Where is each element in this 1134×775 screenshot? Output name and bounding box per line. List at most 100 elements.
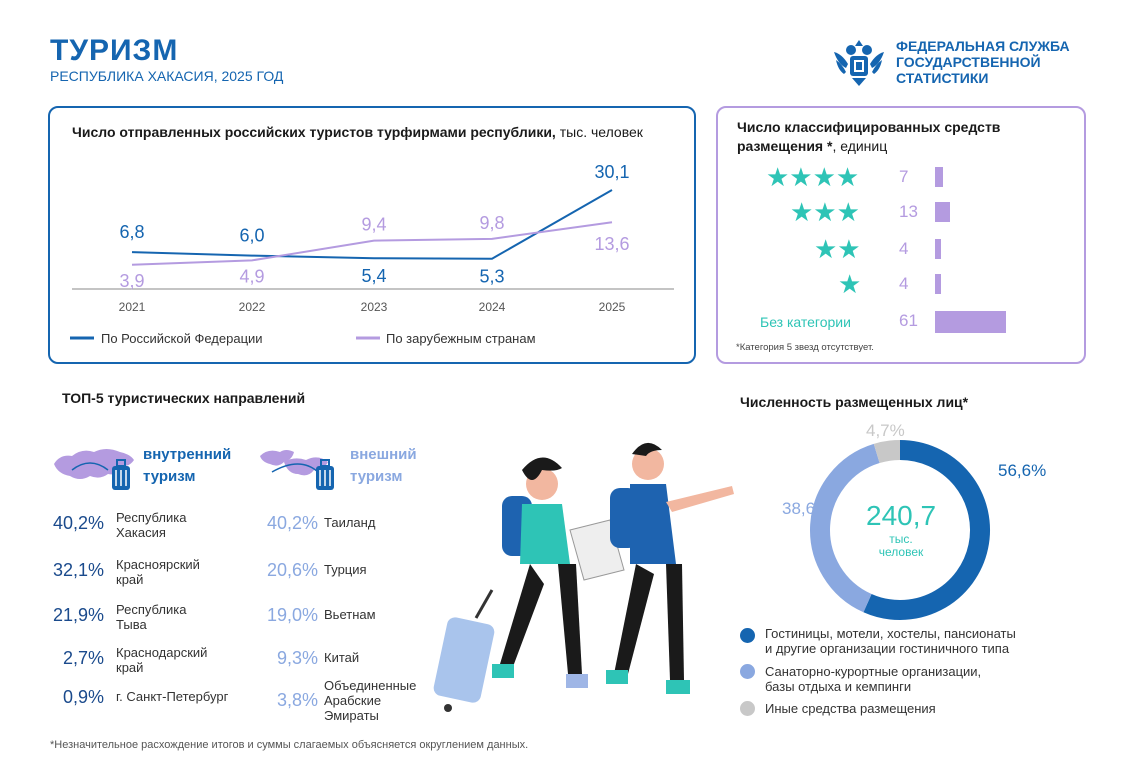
foreign-label-line-2: туризм [350, 468, 403, 485]
foreign-tourism-label: внешний туризм [350, 444, 417, 488]
domestic-destination-pct-2: 21,9% [52, 605, 104, 625]
accommodation-value-4: 61 [899, 311, 918, 330]
top5-title: ТОП-5 туристических направлений [62, 390, 306, 406]
legend-hotels-swatch [740, 628, 755, 643]
foreign-destination-name-4-line-0: Объединенные [324, 678, 417, 693]
domestic-destination-pct-1: 32,1% [52, 560, 104, 580]
data-label-domestic-2024: 5,3 [479, 267, 504, 287]
legend-other-swatch [740, 701, 755, 716]
domestic-destination-name-4-line-0: г. Санкт-Петербург [116, 689, 229, 704]
x-tick-2023: 2023 [361, 300, 388, 314]
page-subtitle: РЕСПУБЛИКА ХАКАСИЯ, 2025 ГОД [50, 68, 284, 84]
data-label-foreign-2022: 4,9 [239, 266, 264, 286]
x-tick-2024: 2024 [479, 300, 506, 314]
x-tick-2022: 2022 [239, 300, 266, 314]
x-tick-2021: 2021 [119, 300, 146, 314]
star-rating-3: ★★★ [790, 197, 860, 227]
domestic-tourism-label: внутренний туризм [143, 444, 231, 488]
eagle-emblem-icon [834, 40, 884, 86]
data-label-domestic-2021: 6,8 [119, 222, 144, 242]
data-label-foreign-2023: 9,4 [361, 215, 386, 235]
placed-persons-donut: 56,6% 38,6% 4,7% [782, 421, 1046, 620]
accommodation-value-0: 7 [899, 167, 909, 186]
accommodation-title-line-1: Число классифицированных средств [737, 119, 1001, 135]
data-label-foreign-2024: 9,8 [479, 213, 504, 233]
legend-domestic-label: По Российской Федерации [101, 331, 263, 346]
placed-persons-title: Численность размещенных лиц* [740, 394, 969, 410]
x-tick-2025: 2025 [599, 300, 626, 314]
domestic-destination-pct-0: 40,2% [52, 513, 104, 533]
donut-label-other: 4,7% [866, 421, 905, 440]
domestic-destination-pct-4: 0,9% [62, 687, 104, 707]
tourists-panel [48, 106, 696, 364]
travelers-illustration [433, 442, 734, 712]
legend-other-label: Иные средства размещения [765, 701, 936, 716]
no-category-label: Без категории [760, 314, 851, 330]
foreign-destination-pct-1: 20,6% [266, 560, 318, 580]
donut-unit-line-1: тыс. [889, 532, 913, 546]
accommodation-bar-3 [935, 274, 941, 294]
accommodation-title-unit: , единиц [832, 138, 888, 154]
accommodation-panel-title: Число классифицированных средств размеще… [737, 118, 1000, 156]
logo-line-2: ГОСУДАРСТВЕННОЙ [896, 54, 1041, 70]
data-label-domestic-2023: 5,4 [361, 266, 386, 286]
logo-line-3: СТАТИСТИКИ [896, 70, 989, 86]
domestic-destination-name-0-line-0: Республика [116, 510, 187, 525]
legend-hotels-line-1: Гостиницы, мотели, хостелы, пансионаты [765, 626, 1016, 641]
donut-slice-sanatorium [810, 443, 880, 613]
donut-unit-line-2: человек [878, 545, 924, 559]
data-label-domestic-2022: 6,0 [239, 226, 264, 246]
domestic-label-line-1: внутренний [143, 446, 232, 463]
star-rating-2: ★★ [814, 234, 861, 264]
tourists-panel-title: Число отправленных российских туристов т… [72, 124, 643, 140]
star-rating-1: ★ [838, 269, 862, 299]
accommodation-value-3: 4 [899, 274, 909, 293]
domestic-destination-name-1: Красноярский край [116, 557, 200, 587]
data-label-foreign-2021: 3,9 [119, 271, 144, 291]
data-label-foreign-2025: 13,6 [594, 234, 629, 254]
legend-hotels-line-2: и другие организации гостиничного типа [765, 641, 1010, 656]
domestic-destination-name-1-line-0: Красноярский [116, 557, 200, 572]
foreign-destination-name-0-line-0: Таиланд [324, 515, 376, 530]
rosstat-logo-text: ФЕДЕРАЛЬНАЯ СЛУЖБА ГОСУДАРСТВЕННОЙ СТАТИ… [896, 38, 1070, 86]
accommodation-bar-1 [935, 202, 951, 222]
accommodation-value-2: 4 [899, 239, 909, 258]
foreign-destination-name-1-line-0: Турция [324, 562, 367, 577]
domestic-destination-name-3: Краснодарский край [116, 645, 207, 675]
tourists-title-bold: Число отправленных российских туристов т… [72, 124, 556, 140]
foreign-destination-name-3: Китай [324, 650, 359, 665]
domestic-destination-name-2: Республика Тыва [116, 602, 186, 632]
foreign-destination-name-3-line-0: Китай [324, 650, 360, 665]
domestic-destination-name-3-line-1: край [116, 660, 144, 675]
tourists-title-unit: тыс. человек [555, 124, 643, 140]
domestic-label-line-2: туризм [143, 468, 196, 485]
foreign-destination-pct-4: 3,8% [276, 690, 318, 710]
foreign-destination-name-4-line-1: Арабские [324, 693, 382, 708]
accommodation-title-line-2: размещения * [737, 138, 833, 154]
domestic-destination-name-0-line-1: Хакасия [116, 525, 166, 540]
russia-map-suitcase-icon [54, 449, 134, 490]
logo-line-1: ФЕДЕРАЛЬНАЯ СЛУЖБА [896, 38, 1070, 54]
tourists-line-chart: 6,8 6,0 5,4 5,3 30,1 3,9 4,9 9,4 9,8 13,6 2021 202… [70, 162, 674, 340]
accommodation-panel [716, 106, 1086, 364]
donut-slice-hotels [863, 440, 990, 620]
accommodation-bar-4 [935, 311, 1007, 333]
series-line-domestic [131, 189, 613, 260]
foreign-destination-name-4-line-2: Эмираты [324, 708, 379, 723]
accommodation-bar-0 [935, 167, 944, 187]
foreign-destination-name-4: Объединенные Арабские Эмираты [324, 678, 416, 723]
foreign-destination-pct-2: 19,0% [266, 605, 318, 625]
footnote: *Незначительное расхождение итогов и сум… [50, 739, 529, 751]
legend-foreign-label: По зарубежным странам [386, 331, 536, 346]
page-title: ТУРИЗМ [50, 34, 179, 67]
series-line-foreign [131, 221, 613, 266]
foreign-label-line-1: внешний [350, 446, 417, 463]
domestic-destination-name-2-line-1: Тыва [116, 617, 147, 632]
world-map-suitcase-icon [260, 450, 334, 490]
foreign-destination-pct-0: 40,2% [266, 513, 318, 533]
legend-sanatorium-line-2: базы отдыха и кемпинги [765, 679, 912, 694]
legend-sanatorium-swatch [740, 664, 755, 679]
accommodation-bar-2 [935, 239, 941, 259]
data-label-domestic-2025: 30,1 [594, 162, 629, 182]
domestic-destination-name-0: Республика Хакасия [116, 510, 186, 540]
